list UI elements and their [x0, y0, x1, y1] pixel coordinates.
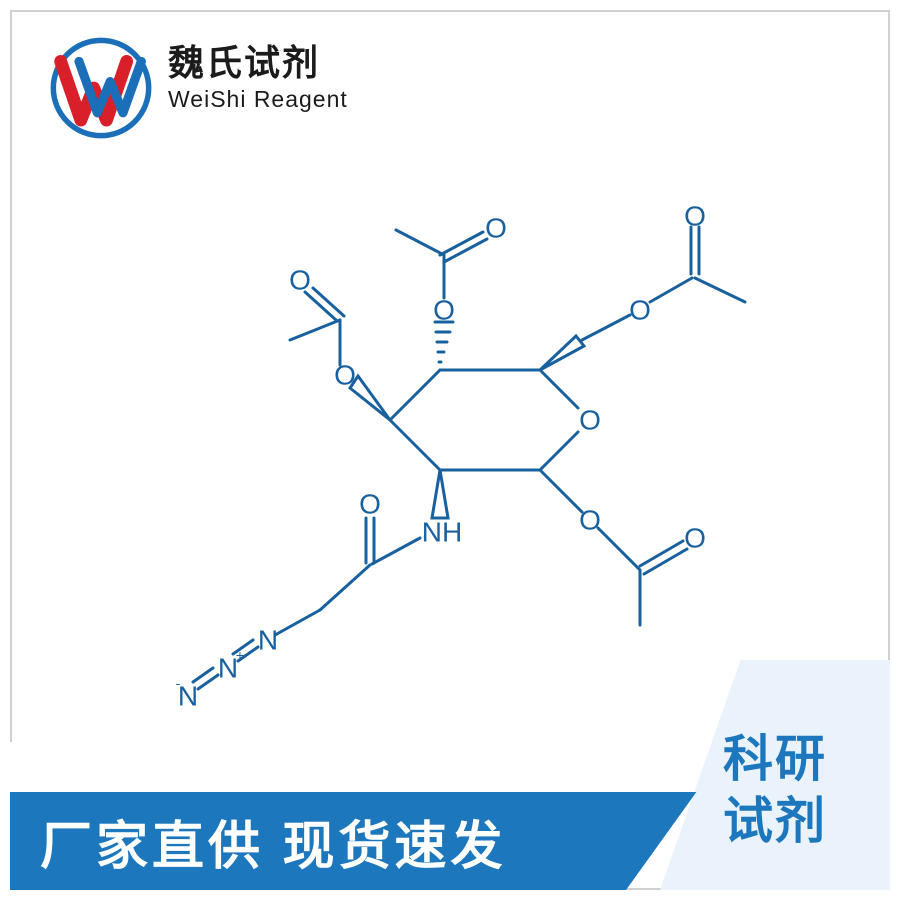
atom-o-ac4: O [629, 294, 651, 325]
atom-n2-charge: + [236, 647, 244, 663]
atom-o-ac2: O [433, 294, 455, 325]
atom-nh: NH [422, 516, 462, 547]
right-panel-line1: 科研 [723, 728, 827, 791]
chemical-structure: O O O O O O O O O O NH N N N + - [120, 170, 780, 730]
atom-n1: N [258, 624, 278, 655]
footer-text: 厂家直供 现货速发 [40, 792, 506, 890]
brand-name-en: WeiShi Reagent [168, 86, 348, 113]
right-panel-line2: 试剂 [723, 790, 827, 853]
atom-n3: N [178, 680, 198, 711]
atom-o-ac3: O [334, 359, 356, 390]
atom-do-ac4: O [684, 200, 706, 231]
atom-n3-charge: - [176, 675, 181, 691]
atom-o-ac1: O [579, 504, 601, 535]
atom-do-ac2: O [485, 212, 507, 243]
atom-do-ac1: O [684, 522, 706, 553]
brand-text: 魏氏试剂 WeiShi Reagent [168, 34, 348, 113]
atom-do-ac3: O [289, 264, 311, 295]
atom-o-ring: O [579, 404, 601, 435]
brand-logo [46, 36, 156, 140]
atom-do-amide: O [359, 488, 381, 519]
brand-name-cn: 魏氏试剂 [168, 34, 348, 86]
